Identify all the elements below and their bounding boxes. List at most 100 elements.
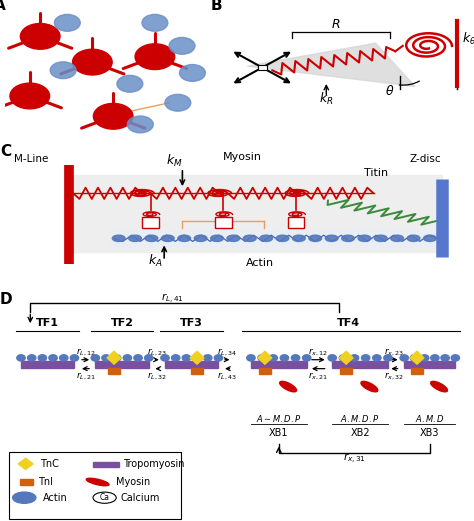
Polygon shape xyxy=(247,43,415,86)
Text: XB1: XB1 xyxy=(269,428,289,438)
Ellipse shape xyxy=(227,235,240,241)
Circle shape xyxy=(165,94,191,111)
Ellipse shape xyxy=(269,355,277,361)
Bar xyxy=(93,462,118,467)
Circle shape xyxy=(142,15,168,31)
Text: $r_{L,12}$: $r_{L,12}$ xyxy=(76,346,95,358)
Text: $r_{x,23}$: $r_{x,23}$ xyxy=(384,346,404,358)
Ellipse shape xyxy=(407,235,420,241)
Ellipse shape xyxy=(374,235,387,241)
Bar xyxy=(340,368,352,374)
Ellipse shape xyxy=(361,381,378,392)
Ellipse shape xyxy=(400,355,409,361)
Ellipse shape xyxy=(203,355,212,361)
Ellipse shape xyxy=(182,355,191,361)
Text: Titin: Titin xyxy=(365,168,389,178)
Ellipse shape xyxy=(350,355,359,361)
Text: TnC: TnC xyxy=(40,459,58,469)
Bar xyxy=(404,361,456,367)
Ellipse shape xyxy=(362,355,370,361)
Ellipse shape xyxy=(328,355,337,361)
Ellipse shape xyxy=(145,235,158,241)
Text: $r_{L,21}$: $r_{L,21}$ xyxy=(75,371,96,382)
Bar xyxy=(108,368,120,374)
Text: $r_{x,12}$: $r_{x,12}$ xyxy=(308,346,328,358)
Ellipse shape xyxy=(91,355,100,361)
Text: $k_A$: $k_A$ xyxy=(148,253,163,269)
Text: Tropomyosin: Tropomyosin xyxy=(123,460,185,469)
Text: TF4: TF4 xyxy=(337,318,360,328)
Ellipse shape xyxy=(193,355,201,361)
Text: $r_{x,31}$: $r_{x,31}$ xyxy=(343,452,366,466)
Ellipse shape xyxy=(430,381,447,392)
Circle shape xyxy=(73,49,112,75)
Circle shape xyxy=(128,116,153,133)
Text: $k_M$: $k_M$ xyxy=(166,153,183,169)
Text: $r_{L,34}$: $r_{L,34}$ xyxy=(217,346,237,358)
Ellipse shape xyxy=(86,478,109,486)
Ellipse shape xyxy=(162,235,174,241)
Ellipse shape xyxy=(441,355,449,361)
Ellipse shape xyxy=(451,355,459,361)
Ellipse shape xyxy=(302,355,311,361)
Bar xyxy=(191,368,203,374)
Text: B: B xyxy=(210,0,222,14)
Text: R: R xyxy=(332,18,340,31)
Text: $A.M.D.P$: $A.M.D.P$ xyxy=(340,414,380,425)
Bar xyxy=(251,361,307,367)
Text: TF2: TF2 xyxy=(110,318,134,328)
Circle shape xyxy=(55,15,80,31)
Text: $r_{L,43}$: $r_{L,43}$ xyxy=(217,371,237,382)
Ellipse shape xyxy=(102,355,110,361)
Ellipse shape xyxy=(27,355,36,361)
Text: $\theta$: $\theta$ xyxy=(385,83,395,97)
Ellipse shape xyxy=(342,235,355,241)
Ellipse shape xyxy=(325,235,338,241)
Text: TF1: TF1 xyxy=(36,318,59,328)
Polygon shape xyxy=(190,351,204,364)
Ellipse shape xyxy=(358,235,371,241)
Ellipse shape xyxy=(112,235,125,241)
Ellipse shape xyxy=(280,355,289,361)
Ellipse shape xyxy=(258,355,266,361)
Ellipse shape xyxy=(420,355,429,361)
Bar xyxy=(258,65,267,70)
Bar xyxy=(19,479,33,485)
Text: XB3: XB3 xyxy=(420,428,439,438)
Text: Actin: Actin xyxy=(43,493,68,503)
Bar xyxy=(332,361,388,367)
Text: Myosin: Myosin xyxy=(223,152,262,162)
Polygon shape xyxy=(18,458,33,469)
Bar xyxy=(109,230,442,247)
Text: Myosin: Myosin xyxy=(116,477,150,487)
Bar xyxy=(288,217,304,228)
Bar xyxy=(259,368,271,374)
Ellipse shape xyxy=(38,355,46,361)
Ellipse shape xyxy=(129,235,141,241)
Ellipse shape xyxy=(391,235,403,241)
Ellipse shape xyxy=(309,235,322,241)
Circle shape xyxy=(169,38,195,54)
Text: $k_\theta$: $k_\theta$ xyxy=(462,31,474,47)
Circle shape xyxy=(10,83,50,109)
Polygon shape xyxy=(107,351,121,364)
Text: Ca: Ca xyxy=(100,493,109,502)
Circle shape xyxy=(50,62,76,79)
Text: $r_{x,32}$: $r_{x,32}$ xyxy=(384,371,404,382)
Circle shape xyxy=(20,23,60,49)
Text: TnI: TnI xyxy=(38,477,53,487)
Ellipse shape xyxy=(112,355,121,361)
Ellipse shape xyxy=(276,235,289,241)
Polygon shape xyxy=(258,351,272,364)
Text: Calcium: Calcium xyxy=(121,493,160,503)
Text: $A.M.D$: $A.M.D$ xyxy=(415,414,445,425)
Bar xyxy=(411,368,423,374)
Ellipse shape xyxy=(172,355,180,361)
Circle shape xyxy=(180,65,205,81)
Ellipse shape xyxy=(145,355,153,361)
Ellipse shape xyxy=(339,355,347,361)
Text: $r_{L,32}$: $r_{L,32}$ xyxy=(147,371,167,382)
Circle shape xyxy=(13,492,36,503)
Bar xyxy=(142,217,159,228)
Bar xyxy=(21,361,74,367)
